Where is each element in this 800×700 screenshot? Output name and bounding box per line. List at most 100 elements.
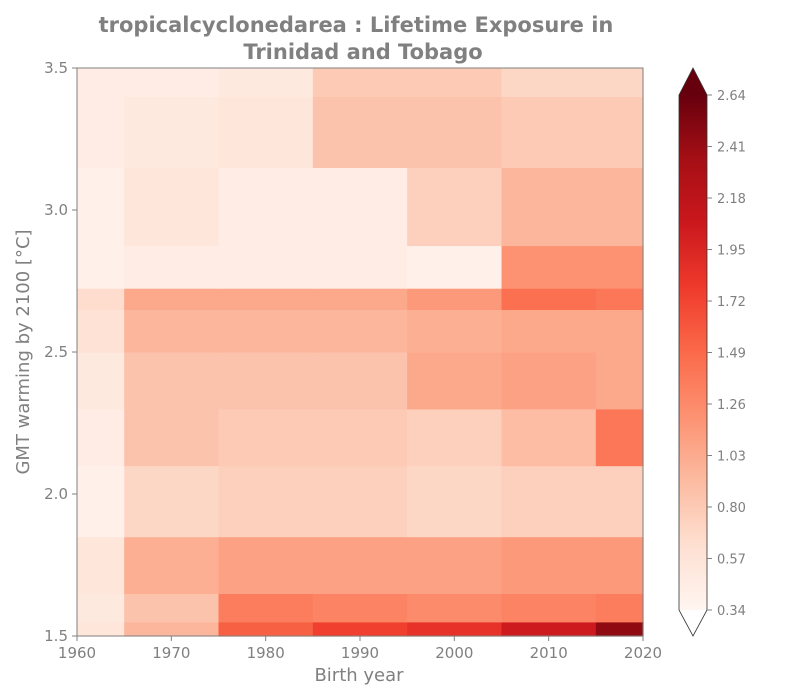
colorbar-tick-label: 1.95	[717, 244, 746, 259]
heatmap-cell	[312, 465, 408, 538]
heatmap-cell	[501, 68, 597, 97]
heatmap-cell	[407, 536, 503, 594]
heatmap-cell	[595, 352, 644, 410]
colorbar-extend-max	[679, 68, 707, 95]
heatmap-cell	[595, 621, 644, 637]
heatmap-cell	[77, 245, 125, 289]
x-tick-label: 1980	[247, 644, 285, 662]
heatmap-cell	[312, 167, 408, 247]
x-tick-label: 2010	[530, 644, 568, 662]
heatmap	[77, 68, 644, 637]
heatmap-cell	[501, 621, 597, 637]
heatmap-cell	[218, 245, 314, 289]
heatmap-cell	[595, 593, 644, 623]
colorbar-gradient	[679, 95, 707, 610]
heatmap-cell	[218, 167, 314, 247]
heatmap-cell	[124, 536, 220, 594]
heatmap-cell	[501, 465, 597, 538]
heatmap-cell	[407, 408, 503, 467]
heatmap-cell	[407, 621, 503, 637]
x-tick-label: 1960	[58, 644, 96, 662]
heatmap-cell	[77, 167, 125, 247]
colorbar-tick-label: 1.72	[717, 295, 746, 310]
heatmap-cell	[124, 408, 220, 467]
heatmap-cell	[501, 245, 597, 289]
heatmap-cell	[77, 68, 125, 97]
heatmap-cell	[218, 68, 314, 97]
heatmap-cell	[218, 309, 314, 353]
heatmap-cell	[407, 245, 503, 289]
heatmap-cell	[218, 593, 314, 623]
y-tick-label: 1.5	[44, 627, 68, 645]
y-axis-label: GMT warming by 2100 [°C]	[13, 229, 34, 474]
heatmap-cell	[501, 309, 597, 353]
heatmap-cell	[501, 96, 597, 168]
heatmap-cell	[595, 309, 644, 353]
heatmap-cell	[77, 465, 125, 538]
colorbar-tick-label: 1.03	[717, 450, 746, 465]
x-axis-label: Birth year	[314, 665, 404, 686]
colorbar: 0.34 0.57 0.80 1.03 1.26 1.49 1.72 1.95 2.18 2.41…	[678, 67, 746, 637]
colorbar-tick-label: 2.41	[717, 141, 746, 156]
heatmap-cell	[595, 536, 644, 594]
heatmap-cell	[407, 96, 503, 168]
heatmap-cell	[218, 352, 314, 410]
heatmap-cell	[218, 536, 314, 594]
y-tick-label: 3.5	[44, 59, 68, 77]
heatmap-cell	[407, 167, 503, 247]
x-tick-label: 1990	[341, 644, 379, 662]
heatmap-cell	[124, 465, 220, 538]
heatmap-cell	[77, 621, 125, 637]
heatmap-cell	[595, 465, 644, 538]
heatmap-cell	[312, 68, 408, 97]
heatmap-cell	[312, 408, 408, 467]
y-tick-label: 3.0	[44, 201, 68, 219]
heatmap-cell	[595, 68, 644, 97]
heatmap-cell	[312, 309, 408, 353]
heatmap-cell	[124, 96, 220, 168]
heatmap-cell	[124, 621, 220, 637]
colorbar-tick-label: 0.34	[717, 604, 746, 619]
heatmap-cell	[501, 167, 597, 247]
heatmap-cell	[312, 352, 408, 410]
heatmap-cell	[77, 536, 125, 594]
x-axis: 1960 1970 1980 1990 2000 2010 2020	[58, 636, 662, 662]
colorbar-tick-label: 0.57	[717, 553, 746, 568]
heatmap-cell	[77, 408, 125, 467]
heatmap-cell	[124, 167, 220, 247]
heatmap-cell	[312, 593, 408, 623]
heatmap-cell	[595, 245, 644, 289]
heatmap-cell	[124, 309, 220, 353]
heatmap-cell	[312, 621, 408, 637]
heatmap-cell	[595, 288, 644, 310]
colorbar-tick-label: 2.18	[717, 192, 746, 207]
colorbar-tick-label: 2.64	[717, 89, 746, 104]
heatmap-cell	[595, 408, 644, 467]
heatmap-cell	[312, 96, 408, 168]
heatmap-cell	[312, 245, 408, 289]
colorbar-extend-min	[679, 610, 707, 636]
heatmap-cell	[407, 288, 503, 310]
y-axis: 1.5 2.0 2.5 3.0 3.5	[44, 59, 77, 645]
heatmap-cell	[124, 245, 220, 289]
colorbar-tick-label: 1.49	[717, 347, 746, 362]
heatmap-cell	[218, 621, 314, 637]
heatmap-cell	[218, 465, 314, 538]
heatmap-cell	[501, 593, 597, 623]
heatmap-cell	[595, 167, 644, 247]
x-tick-label: 2020	[624, 644, 662, 662]
heatmap-cell	[501, 536, 597, 594]
heatmap-cell	[77, 593, 125, 623]
heatmap-cell	[312, 288, 408, 310]
heatmap-cell	[77, 288, 125, 310]
heatmap-cell	[407, 68, 503, 97]
heatmap-cell	[407, 465, 503, 538]
colorbar-ticks: 0.34 0.57 0.80 1.03 1.26 1.49 1.72 1.95 2.18 2.41…	[707, 89, 746, 619]
heatmap-cell	[501, 408, 597, 467]
colorbar-tick-label: 1.26	[717, 398, 746, 413]
heatmap-cell	[77, 96, 125, 168]
heatmap-cell	[407, 309, 503, 353]
heatmap-cell	[218, 96, 314, 168]
heatmap-cell	[124, 352, 220, 410]
heatmap-cell	[124, 288, 220, 310]
